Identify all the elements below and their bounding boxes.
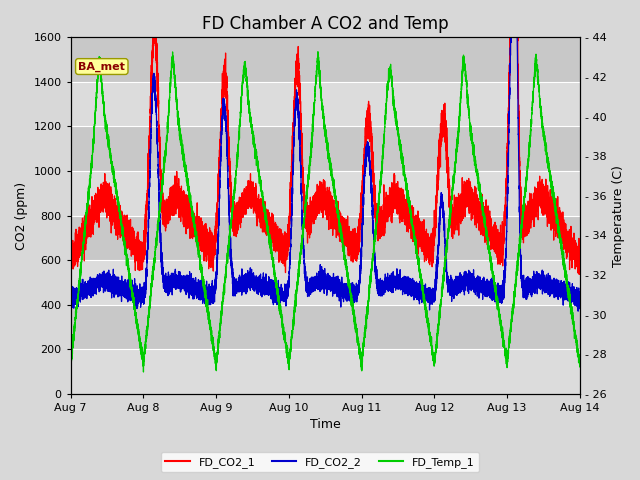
- Line: FD_CO2_1: FD_CO2_1: [70, 37, 580, 275]
- Title: FD Chamber A CO2 and Temp: FD Chamber A CO2 and Temp: [202, 15, 449, 33]
- FD_Temp_1: [394, 128, 401, 133]
- FD_CO2_2: [394, 276, 401, 282]
- FD_CO2_2: [576, 303, 584, 309]
- FD_CO2_1: [449, 221, 457, 227]
- FD_Temp_1: [140, 369, 147, 375]
- FD_CO2_1: [575, 272, 583, 277]
- FD_Temp_1: [136, 336, 143, 342]
- FD_Temp_1: [67, 356, 74, 362]
- Bar: [70, 37, 580, 82]
- Bar: [70, 126, 580, 171]
- Y-axis label: Temperature (C): Temperature (C): [612, 165, 625, 266]
- FD_Temp_1: [449, 173, 457, 179]
- FD_CO2_1: [149, 35, 157, 40]
- Bar: [70, 82, 580, 126]
- Text: BA_met: BA_met: [78, 61, 125, 72]
- FD_CO2_1: [212, 223, 220, 228]
- FD_CO2_2: [212, 288, 220, 293]
- FD_CO2_1: [79, 230, 86, 236]
- FD_CO2_2: [449, 291, 457, 297]
- Legend: FD_CO2_1, FD_CO2_2, FD_Temp_1: FD_CO2_1, FD_CO2_2, FD_Temp_1: [161, 452, 479, 472]
- Bar: [70, 171, 580, 216]
- FD_CO2_2: [507, 35, 515, 40]
- Y-axis label: CO2 (ppm): CO2 (ppm): [15, 181, 28, 250]
- FD_CO2_2: [79, 284, 86, 289]
- Line: FD_Temp_1: FD_Temp_1: [70, 52, 580, 372]
- FD_CO2_2: [136, 281, 143, 287]
- Bar: [70, 305, 580, 349]
- Bar: [70, 349, 580, 394]
- FD_Temp_1: [212, 352, 220, 358]
- Bar: [70, 260, 580, 305]
- FD_CO2_1: [204, 246, 211, 252]
- X-axis label: Time: Time: [310, 419, 340, 432]
- FD_CO2_1: [576, 264, 584, 270]
- FD_Temp_1: [79, 244, 86, 250]
- FD_Temp_1: [576, 358, 584, 364]
- FD_CO2_2: [67, 298, 74, 304]
- FD_CO2_1: [394, 207, 401, 213]
- FD_Temp_1: [314, 49, 322, 55]
- Line: FD_CO2_2: FD_CO2_2: [70, 37, 580, 311]
- FD_Temp_1: [204, 308, 211, 313]
- FD_CO2_1: [67, 255, 74, 261]
- FD_CO2_2: [574, 308, 582, 314]
- Bar: [70, 216, 580, 260]
- FD_CO2_2: [204, 289, 211, 295]
- FD_CO2_1: [136, 259, 143, 264]
